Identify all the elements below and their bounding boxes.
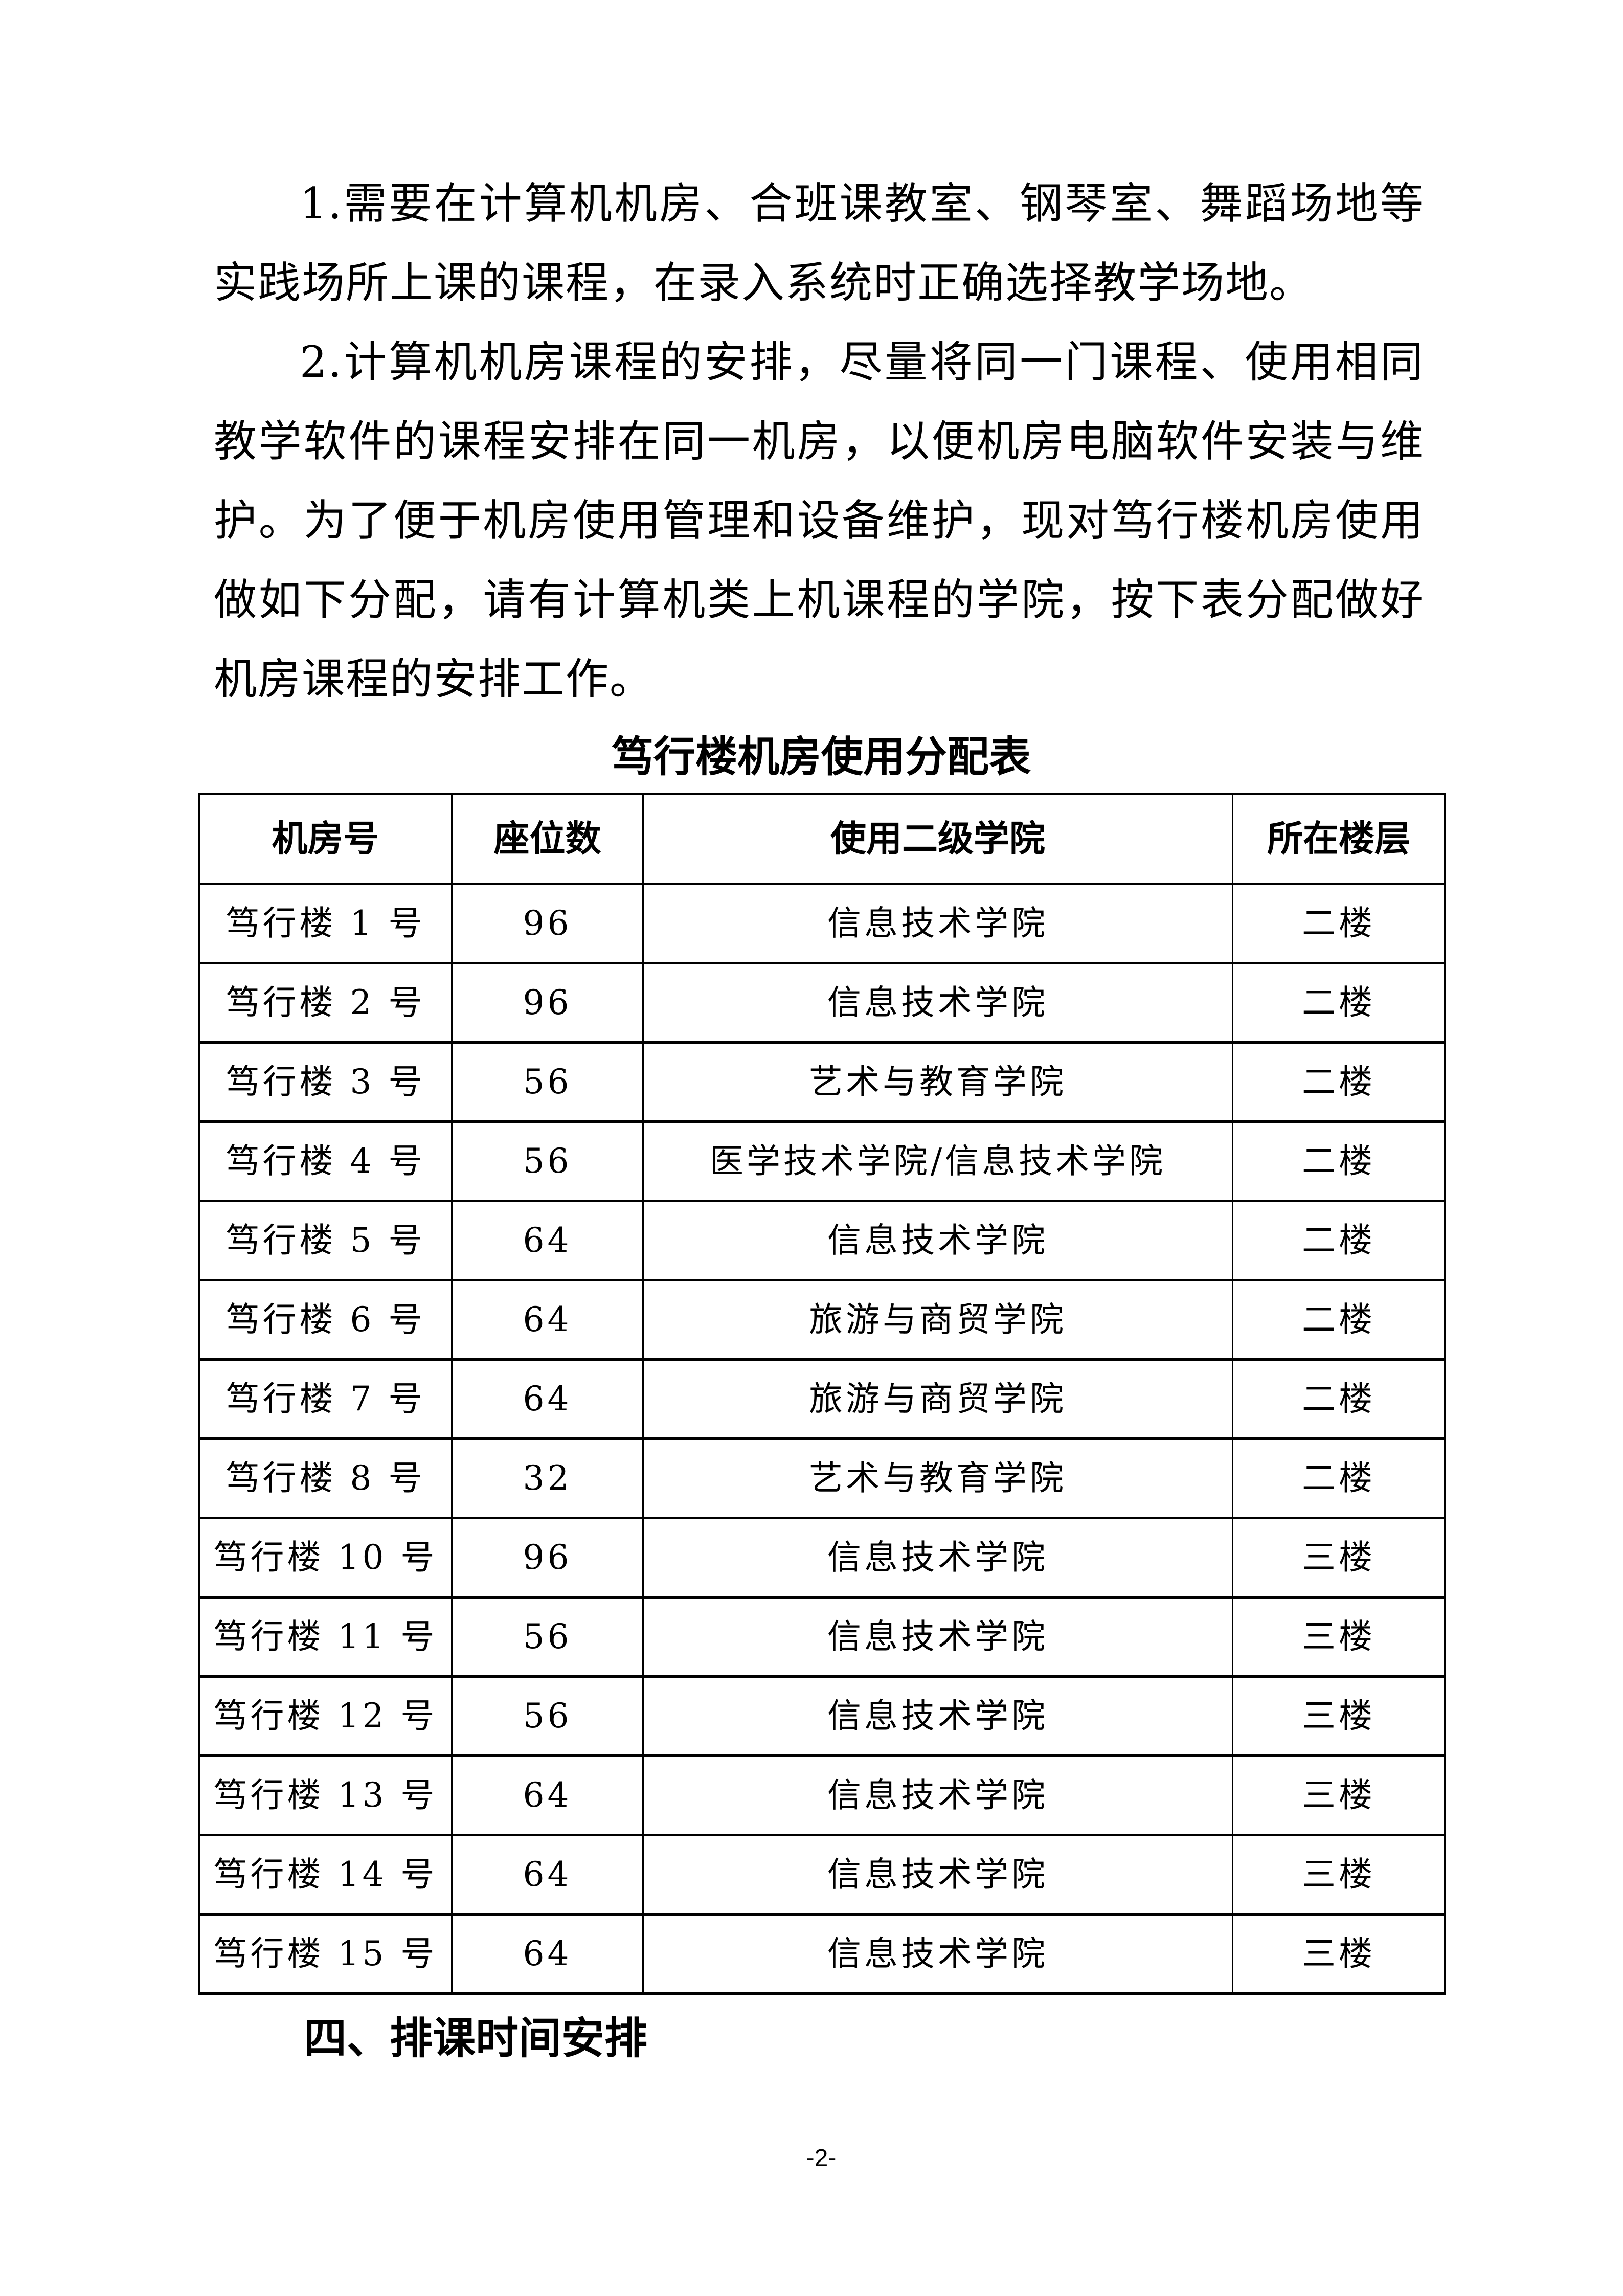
cell-seats: 96 [451, 1517, 644, 1598]
cell-college: 信息技术学院 [642, 962, 1233, 1043]
table-row: 笃行楼 14 号 64 信息技术学院 三楼 [198, 1834, 1446, 1915]
cell-college: 信息技术学院 [642, 1755, 1233, 1836]
header-college: 使用二级学院 [642, 793, 1233, 885]
table-row: 笃行楼 6 号 64 旅游与商贸学院 二楼 [198, 1279, 1446, 1360]
paragraph-2: 2.计算机机房课程的安排，尽量将同一门课程、使用相同教学软件的课程安排在同一机房… [214, 337, 1424, 704]
cell-room: 笃行楼 12 号 [198, 1676, 453, 1757]
cell-floor: 三楼 [1232, 1755, 1446, 1836]
cell-floor: 三楼 [1232, 1834, 1446, 1915]
cell-seats: 64 [451, 1279, 644, 1360]
cell-college: 信息技术学院 [642, 1596, 1233, 1677]
table-body: 笃行楼 1 号 96 信息技术学院 二楼 笃行楼 2 号 96 信息技术学院 二楼 笃行楼 3 … [198, 883, 1446, 1994]
cell-seats: 56 [451, 1596, 644, 1677]
cell-college: 信息技术学院 [642, 1914, 1233, 1994]
cell-college: 艺术与教育学院 [642, 1438, 1233, 1519]
cell-floor: 二楼 [1232, 883, 1446, 964]
header-seats: 座位数 [451, 793, 644, 885]
cell-floor: 三楼 [1232, 1596, 1446, 1677]
cell-room: 笃行楼 5 号 [198, 1200, 453, 1281]
cell-floor: 三楼 [1232, 1517, 1446, 1598]
table-row: 笃行楼 8 号 32 艺术与教育学院 二楼 [198, 1438, 1446, 1519]
cell-floor: 三楼 [1232, 1676, 1446, 1757]
table-row: 笃行楼 15 号 64 信息技术学院 三楼 [198, 1914, 1446, 1994]
table-row: 笃行楼 1 号 96 信息技术学院 二楼 [198, 883, 1446, 964]
cell-room: 笃行楼 6 号 [198, 1279, 453, 1360]
page-number: -2- [806, 2145, 837, 2172]
cell-seats: 64 [451, 1359, 644, 1439]
cell-seats: 64 [451, 1834, 644, 1915]
cell-room: 笃行楼 3 号 [198, 1042, 453, 1122]
cell-floor: 二楼 [1232, 1121, 1446, 1202]
table-row: 笃行楼 12 号 56 信息技术学院 三楼 [198, 1676, 1446, 1757]
cell-room: 笃行楼 10 号 [198, 1517, 453, 1598]
table-row: 笃行楼 13 号 64 信息技术学院 三楼 [198, 1755, 1446, 1836]
cell-floor: 二楼 [1232, 1279, 1446, 1360]
cell-college: 旅游与商贸学院 [642, 1359, 1233, 1439]
table-row: 笃行楼 3 号 56 艺术与教育学院 二楼 [198, 1042, 1446, 1122]
table-title: 笃行楼机房使用分配表 [611, 733, 1031, 781]
cell-college: 医学技术学院/信息技术学院 [642, 1121, 1233, 1202]
cell-room: 笃行楼 2 号 [198, 962, 453, 1043]
cell-seats: 56 [451, 1676, 644, 1757]
cell-room: 笃行楼 14 号 [198, 1834, 453, 1915]
cell-seats: 56 [451, 1121, 644, 1202]
cell-floor: 二楼 [1232, 1042, 1446, 1122]
cell-room: 笃行楼 8 号 [198, 1438, 453, 1519]
cell-floor: 二楼 [1232, 962, 1446, 1043]
cell-seats: 64 [451, 1200, 644, 1281]
room-allocation-table: 机房号 座位数 使用二级学院 所在楼层 笃行楼 1 号 96 信息技术学院 二楼 笃行楼… [198, 793, 1446, 1995]
header-floor: 所在楼层 [1232, 793, 1446, 885]
body-text: 1.需要在计算机机房、合班课教室、钢琴室、舞蹈场地等实践场所上课的课程，在录入系… [214, 164, 1424, 719]
header-room: 机房号 [198, 793, 453, 885]
table-row: 笃行楼 4 号 56 医学技术学院/信息技术学院 二楼 [198, 1121, 1446, 1202]
cell-room: 笃行楼 4 号 [198, 1121, 453, 1202]
cell-floor: 二楼 [1232, 1359, 1446, 1439]
paragraph-1: 1.需要在计算机机房、合班课教室、钢琴室、舞蹈场地等实践场所上课的课程，在录入系… [214, 178, 1424, 308]
cell-college: 信息技术学院 [642, 1200, 1233, 1281]
cell-seats: 96 [451, 883, 644, 964]
cell-college: 信息技术学院 [642, 1517, 1233, 1598]
cell-room: 笃行楼 15 号 [198, 1914, 453, 1994]
cell-floor: 三楼 [1232, 1914, 1446, 1994]
cell-college: 旅游与商贸学院 [642, 1279, 1233, 1360]
cell-college: 信息技术学院 [642, 1834, 1233, 1915]
cell-seats: 96 [451, 962, 644, 1043]
cell-room: 笃行楼 1 号 [198, 883, 453, 964]
table-header-row: 机房号 座位数 使用二级学院 所在楼层 [198, 793, 1446, 885]
cell-seats: 56 [451, 1042, 644, 1122]
table-row: 笃行楼 10 号 96 信息技术学院 三楼 [198, 1517, 1446, 1598]
cell-seats: 64 [451, 1755, 644, 1836]
cell-college: 艺术与教育学院 [642, 1042, 1233, 1122]
table-row: 笃行楼 11 号 56 信息技术学院 三楼 [198, 1596, 1446, 1677]
cell-seats: 64 [451, 1914, 644, 1994]
cell-college: 信息技术学院 [642, 883, 1233, 964]
cell-seats: 32 [451, 1438, 644, 1519]
table-row: 笃行楼 2 号 96 信息技术学院 二楼 [198, 962, 1446, 1043]
cell-floor: 二楼 [1232, 1438, 1446, 1519]
table-row: 笃行楼 5 号 64 信息技术学院 二楼 [198, 1200, 1446, 1281]
cell-room: 笃行楼 7 号 [198, 1359, 453, 1439]
cell-college: 信息技术学院 [642, 1676, 1233, 1757]
cell-floor: 二楼 [1232, 1200, 1446, 1281]
table-row: 笃行楼 7 号 64 旅游与商贸学院 二楼 [198, 1359, 1446, 1439]
section-heading: 四、排课时间安排 [304, 2013, 648, 2063]
cell-room: 笃行楼 11 号 [198, 1596, 453, 1677]
cell-room: 笃行楼 13 号 [198, 1755, 453, 1836]
